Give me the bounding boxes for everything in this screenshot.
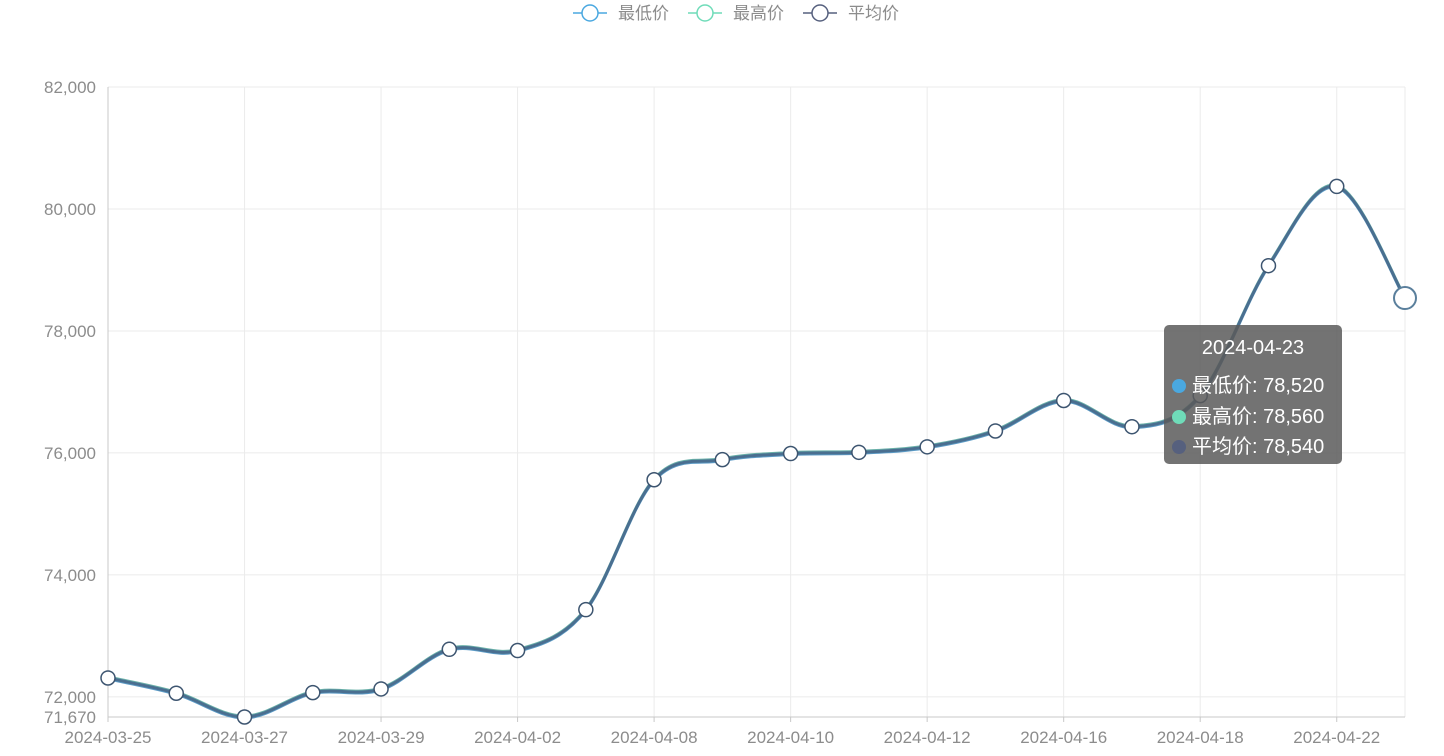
y-tick-label: 71,670 xyxy=(44,708,96,727)
legend-label: 最低价 xyxy=(618,4,669,24)
y-tick-label: 78,000 xyxy=(44,322,96,341)
x-tick-label: 2024-04-12 xyxy=(884,728,971,747)
data-point[interactable] xyxy=(782,445,799,462)
legend-item-2[interactable]: 最高价 xyxy=(688,4,784,24)
x-tick-label: 2024-04-22 xyxy=(1293,728,1380,747)
tooltip-row-min: 最低价: 78,520 xyxy=(1172,369,1324,398)
tooltip-title: 2024-04-23 xyxy=(1201,337,1305,359)
data-point[interactable] xyxy=(509,642,526,659)
data-point[interactable] xyxy=(1124,418,1140,435)
tooltip-dot-min xyxy=(1172,379,1186,393)
y-axis-tick-labels: 82,000 80,000 78,000 76,000 74,000 72,00071,6… xyxy=(44,78,96,727)
data-point[interactable] xyxy=(168,685,185,701)
x-tick-label: 2024-04-16 xyxy=(1020,728,1107,747)
data-tooltip: 2024-04-23 最低价: 78,520 最高价: 78,560 平均价: … xyxy=(1164,325,1342,464)
legend-item-3[interactable]: 平均价 xyxy=(803,4,899,24)
tooltip-row-avg: 平均价: 78,540 xyxy=(1172,430,1324,459)
data-point[interactable] xyxy=(1055,392,1072,409)
x-axis-tick-labels: 2024-03-25 2024-03-27 2024-03-29 2024-04-02… xyxy=(65,728,1381,747)
x-tick-label: 2024-03-25 xyxy=(65,728,152,747)
tooltip-dot-max xyxy=(1172,410,1186,424)
y-tick-label: 72,000 xyxy=(44,688,96,707)
y-tick-label: 76,000 xyxy=(44,444,96,463)
data-point[interactable] xyxy=(987,423,1004,439)
data-point[interactable] xyxy=(100,670,116,686)
tooltip-label-max: 最高价: 78,560 xyxy=(1192,406,1325,428)
y-tick-label: 80,000 xyxy=(44,200,96,219)
data-point[interactable] xyxy=(441,641,458,658)
data-point[interactable] xyxy=(1328,178,1345,195)
data-point[interactable] xyxy=(373,681,389,697)
data-points[interactable] xyxy=(100,178,1417,725)
data-point[interactable] xyxy=(236,709,253,725)
legend-marker xyxy=(581,4,599,22)
legend-label: 最高价 xyxy=(733,4,784,24)
legend-item-1[interactable]: 最低价 xyxy=(573,4,669,24)
x-tick-label: 2024-04-18 xyxy=(1157,728,1244,747)
data-point[interactable] xyxy=(851,444,867,461)
data-point[interactable] xyxy=(919,439,935,455)
axes xyxy=(107,87,1405,722)
tooltip-label-min: 最低价: 78,520 xyxy=(1192,375,1325,397)
chart-legend[interactable]: 最低价 最高价 平均价 xyxy=(573,4,899,24)
data-point[interactable] xyxy=(714,451,731,468)
tooltip-dot-avg xyxy=(1172,440,1186,454)
legend-label: 平均价 xyxy=(848,4,899,24)
data-point[interactable] xyxy=(1260,257,1277,274)
tooltip-row-max: 最高价: 78,560 xyxy=(1172,400,1324,429)
x-tick-label: 2024-04-10 xyxy=(747,728,834,747)
x-tick-label: 2024-04-08 xyxy=(611,728,698,747)
x-tick-label: 2024-03-29 xyxy=(338,728,425,747)
y-tick-label: 74,000 xyxy=(44,566,96,585)
tooltip-label-avg: 平均价: 78,540 xyxy=(1192,436,1325,458)
legend-marker xyxy=(811,4,829,22)
data-point[interactable] xyxy=(646,472,662,488)
y-tick-label: 82,000 xyxy=(44,78,96,97)
data-point[interactable] xyxy=(578,601,594,618)
x-tick-label: 2024-03-27 xyxy=(201,728,288,747)
x-tick-label: 2024-04-02 xyxy=(474,728,561,747)
legend-marker xyxy=(696,4,714,22)
data-point[interactable] xyxy=(305,684,321,701)
data-point[interactable] xyxy=(1393,286,1417,311)
